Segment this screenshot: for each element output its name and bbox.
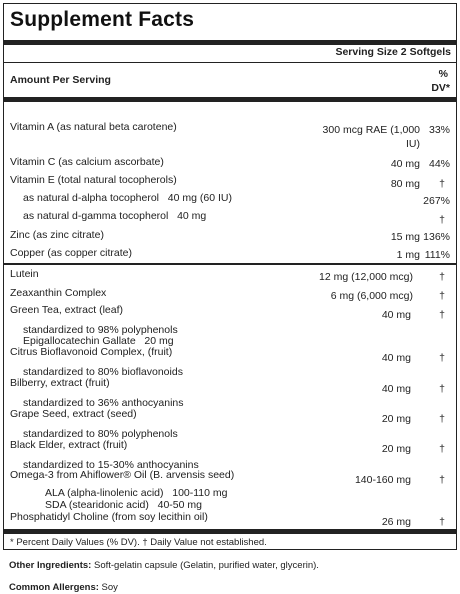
dv-header-percent: % [438,68,448,80]
nutrient-amount-cont: IU) [406,138,420,150]
nutrient-amount: 1 mg [396,249,420,261]
ingredient-standardization: standardized to 80% polyphenols [23,428,178,440]
amount-header: Amount Per Serving [10,74,111,86]
ingredient-standardization: standardized to 36% anthocyanins [23,397,184,409]
allergens-label: Common Allergens: [9,582,99,593]
other-ingredients-label: Other Ingredients: [9,560,92,571]
header-rule [4,97,456,102]
other-ingredients: Other Ingredients: Soft-gelatin capsule … [9,560,319,571]
panel-title: Supplement Facts [10,8,195,31]
ingredient-dv: † [439,352,445,364]
nutrient-dv: 44% [428,158,450,170]
nutrient-name: Copper (as copper citrate) [10,247,132,259]
ingredient-dv: † [439,290,445,302]
nutrient-amount: 40 mg [390,158,420,170]
ingredient-standardization: standardized to 80% bioflavonoids [23,366,183,378]
nutrient-sub-name: as natural d-alpha tocopherol 40 mg (60 … [23,192,232,204]
nutrient-name: Vitamin E (total natural tocopherols) [10,174,177,186]
serving-size: Serving Size 2 Softgels [335,46,451,58]
other-ingredients-text: Soft-gelatin capsule (Gelatin, purified … [91,560,319,571]
ingredient-name: Omega-3 from Ahiflower® Oil (B. arvensis… [10,469,235,481]
ingredient-constituent: ALA (alpha-linolenic acid) 100-110 mg [45,487,228,499]
ingredient-standardization: standardized to 15-30% anthocyanins [23,459,199,471]
nutrient-amount: 80 mg [390,178,420,190]
ingredient-dv: † [439,413,445,425]
section-rule [4,263,456,265]
nutrient-dv: † [439,214,445,226]
nutrient-name: Zinc (as zinc citrate) [10,229,104,241]
ingredient-amount: 20 mg [381,443,411,455]
ingredient-standardization: standardized to 98% polyphenols [23,324,178,336]
common-allergens: Common Allergens: Soy [9,582,118,593]
ingredient-amount: 12 mg (12,000 mcg) [319,271,413,283]
ingredient-dv: † [439,474,445,486]
ingredient-dv: † [439,383,445,395]
serving-rule [4,62,456,63]
nutrient-dv: 33% [428,124,450,136]
ingredient-dv: † [439,309,445,321]
ingredient-amount: 40 mg [381,383,411,395]
ingredient-constituent: SDA (stearidonic acid) 40-50 mg [45,499,202,511]
ingredient-name: Green Tea, extract (leaf) [10,304,124,316]
nutrient-dv: 111% [424,249,450,261]
ingredient-name: Black Elder, extract (fruit) [10,439,128,451]
nutrient-sub-name: as natural d-gamma tocopherol 40 mg [23,210,207,222]
ingredient-name: Citrus Bioflavonoid Complex, (fruit) [10,346,173,358]
ingredient-amount: 6 mg (6,000 mcg) [330,290,413,302]
ingredient-amount: 40 mg [381,352,411,364]
ingredient-name: Phosphatidyl Choline (from soy lecithin … [10,511,208,523]
ingredient-amount: 140-160 mg [354,474,411,486]
ingredient-name: Grape Seed, extract (seed) [10,408,137,420]
ingredient-name: Zeaxanthin Complex [10,287,107,299]
ingredient-dv: † [439,443,445,455]
supplement-facts-panel: Supplement Facts Serving Size 2 Softgels… [3,3,457,550]
ingredient-amount: 40 mg [381,309,411,321]
nutrient-dv: 136% [423,231,450,243]
title-rule [4,40,456,45]
footer-rule [4,529,456,534]
nutrient-dv: 267% [423,195,450,207]
ingredient-constituent: Epigallocatechin Gallate 20 mg [23,335,174,347]
ingredient-name: Bilberry, extract (fruit) [10,377,110,389]
allergens-text: Soy [98,582,118,593]
ingredient-amount: 20 mg [381,413,411,425]
ingredient-amount: 26 mg [381,516,411,528]
nutrient-amount: 300 mcg RAE (1,000 [322,124,420,136]
footnote: * Percent Daily Values (% DV). † Daily V… [10,537,267,548]
dv-header-dv: DV* [431,82,450,94]
ingredient-name: Lutein [10,268,39,280]
ingredient-dv: † [439,271,445,283]
nutrient-name: Vitamin C (as calcium ascorbate) [10,156,164,168]
nutrient-amount: 15 mg [390,231,420,243]
ingredient-dv: † [439,516,445,528]
nutrient-name: Vitamin A (as natural beta carotene) [10,121,177,133]
nutrient-dv: † [439,178,445,190]
